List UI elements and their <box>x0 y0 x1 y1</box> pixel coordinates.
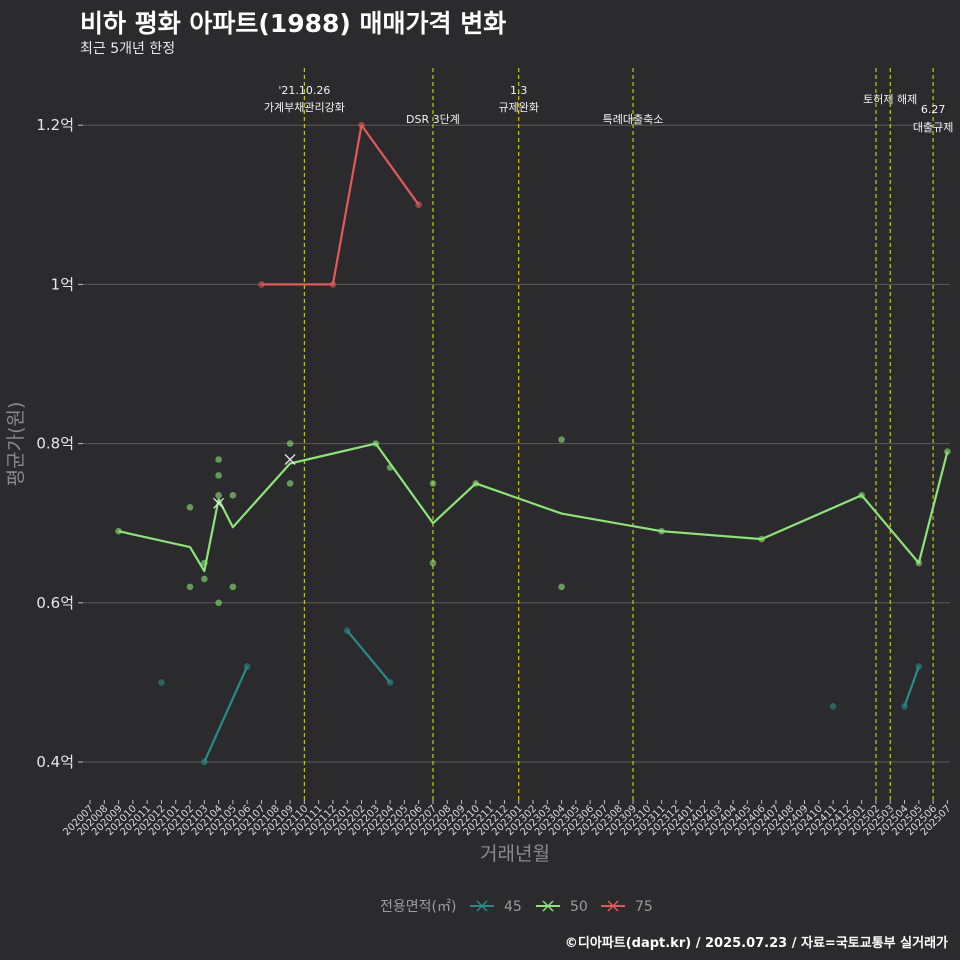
y-axis: 0.4억 0.6억 0.8억 1억 1.2억 <box>36 116 83 771</box>
series-50-point <box>944 448 951 455</box>
y-tick-label: 0.6억 <box>36 594 74 612</box>
series-50-point <box>229 583 237 591</box>
series-50-point <box>201 575 208 583</box>
series-75 <box>258 121 422 288</box>
series-45 <box>158 627 923 766</box>
y-tick-label: 1억 <box>51 275 74 293</box>
y-tick-label: 0.8억 <box>36 435 74 453</box>
event-label: 1.3 <box>510 84 528 97</box>
series-50-line <box>118 442 949 573</box>
series-50-point <box>558 583 565 591</box>
series-50-point <box>215 492 222 499</box>
series-50-point <box>558 436 565 443</box>
y-axis-title: 평균가(원) <box>5 402 27 487</box>
series-75-point <box>258 281 265 288</box>
series-50-cross-mark <box>284 454 296 465</box>
series-50-point <box>215 599 222 607</box>
chart-subtitle: 최근 5개년 한정 <box>80 41 176 57</box>
series-45-line <box>203 666 249 763</box>
legend-swatch-cross <box>542 900 554 912</box>
series-50-point <box>429 559 437 567</box>
legend-item-50: 50 <box>536 899 588 915</box>
series-50-point <box>115 527 122 535</box>
series-50-cross-mark <box>213 497 225 509</box>
legend-item-75: 75 <box>601 899 653 915</box>
series-50-point <box>229 492 237 499</box>
series-50-point <box>429 480 437 487</box>
series-45-line <box>346 629 391 684</box>
event-label: DSR 3단계 <box>406 113 460 126</box>
series-50 <box>115 436 951 607</box>
series-50-point <box>215 456 222 463</box>
x-axis: 2020072020082020092020102020112020122021… <box>61 800 954 838</box>
y-tick-label: 1.2억 <box>36 116 74 134</box>
y-tick-label: 0.4억 <box>36 753 74 771</box>
event-label: 규제완화 <box>498 101 538 114</box>
event-label: 특례대출축소 <box>603 113 664 126</box>
x-axis-title: 거래년월 <box>480 843 550 865</box>
series-layer <box>115 121 951 766</box>
legend-label: 50 <box>570 899 588 915</box>
event-label: 6.27 <box>921 103 946 116</box>
legend-title: 전용면적(㎡) <box>380 899 456 915</box>
legend-swatch-cross <box>607 900 619 912</box>
series-45-point <box>829 702 837 710</box>
series-45-line <box>903 666 920 707</box>
event-label: '21.10.26 <box>278 84 330 97</box>
series-75-line <box>261 124 420 286</box>
event-label: 가계부채관리강화 <box>264 101 345 114</box>
event-label: 토허제 해제 <box>863 92 917 106</box>
legend-swatch-cross <box>476 900 488 912</box>
series-45-point <box>158 679 165 686</box>
series-50-point <box>215 472 222 479</box>
legend: 전용면적(㎡) 45 50 75 <box>380 899 653 915</box>
series-50-point <box>186 583 194 591</box>
event-label: 대출규제 <box>913 121 953 134</box>
legend-item-45: 45 <box>470 899 522 915</box>
source-caption: ©디아파트(dapt.kr) / 2025.07.23 / 자료=국토교통부 실… <box>564 936 948 951</box>
chart-title: 비하 평화 아파트(1988) 매매가격 변화 <box>80 9 507 38</box>
series-50-point <box>286 440 294 447</box>
series-50-point <box>286 480 294 487</box>
legend-label: 45 <box>504 899 522 915</box>
series-50-point <box>186 503 194 511</box>
legend-label: 75 <box>635 899 653 915</box>
grid-lines <box>83 124 950 763</box>
